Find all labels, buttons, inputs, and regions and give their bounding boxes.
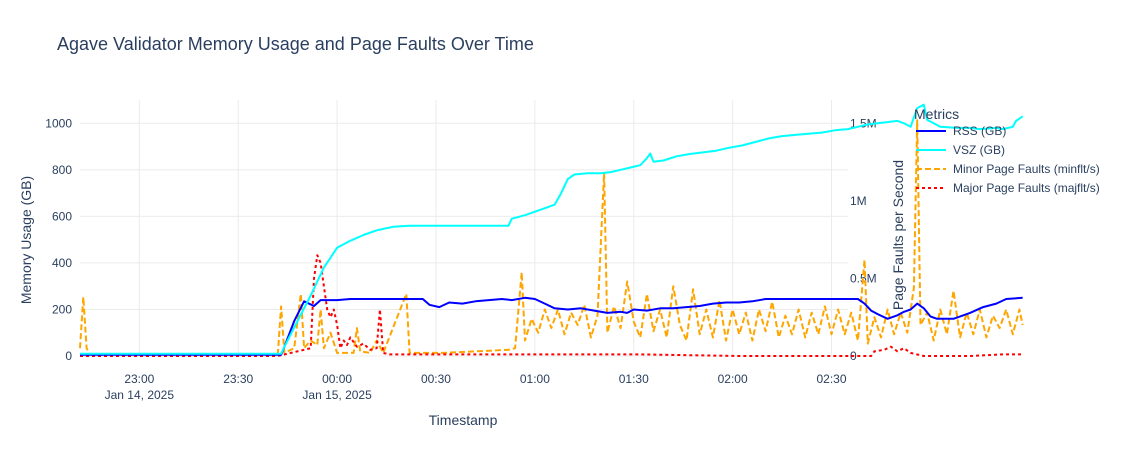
- legend-item-label: VSZ (GB): [953, 143, 1005, 157]
- y-tick-label: 800: [52, 163, 72, 177]
- x-tick-label: 02:00: [718, 372, 748, 386]
- x-axis-ticks: 23:00 Jan 14, 2025 23:30 00:00 Jan 15, 2025 0…: [105, 372, 847, 402]
- x-tick-label: 01:00: [520, 372, 550, 386]
- y-tick-label: 1000: [45, 116, 72, 130]
- y2-tick-label: 1M: [850, 194, 867, 208]
- y-tick-label: 600: [52, 209, 72, 223]
- chart-title: Agave Validator Memory Usage and Page Fa…: [57, 34, 534, 54]
- y-tick-label: 0: [65, 349, 72, 363]
- x-tick-label: 23:30: [223, 372, 253, 386]
- x-tick-date-label: Jan 15, 2025: [302, 388, 372, 402]
- x-tick-label: 00:30: [421, 372, 451, 386]
- series-line-vsz-gb: [80, 103, 1024, 355]
- y-tick-label: 200: [52, 302, 72, 316]
- y-axis-ticks: 0 200 400 600 800 1000: [45, 116, 72, 363]
- x-tick-label: 23:00: [124, 372, 154, 386]
- series-line-minor-page-faults-minflt-s: [79, 119, 1024, 356]
- y2-axis-title: Page Faults per Second: [890, 160, 906, 310]
- grid-layer: [80, 100, 848, 357]
- x-tick-label: 00:00: [322, 372, 352, 386]
- series-line-major-page-faults-majflt-s: [80, 254, 1023, 357]
- legend-item-label: Minor Page Faults (minflt/s): [953, 162, 1100, 176]
- y-tick-label: 400: [52, 256, 72, 270]
- x-tick-label: 02:30: [817, 372, 847, 386]
- y-axis-title: Memory Usage (GB): [18, 176, 34, 304]
- series-layer: [79, 103, 1024, 357]
- x-axis-title: Timestamp: [429, 412, 498, 428]
- x-tick-date-label: Jan 14, 2025: [105, 388, 175, 402]
- x-tick-label: 01:30: [619, 372, 649, 386]
- series-line-rss-gb: [80, 296, 1023, 356]
- legend-item-label: RSS (GB): [953, 124, 1006, 138]
- legend-item-label: Major Page Faults (majflt/s): [953, 181, 1100, 195]
- legend: Metrics RSS (GB) VSZ (GB) Minor Page Fault…: [914, 106, 1100, 195]
- legend-title: Metrics: [914, 106, 959, 122]
